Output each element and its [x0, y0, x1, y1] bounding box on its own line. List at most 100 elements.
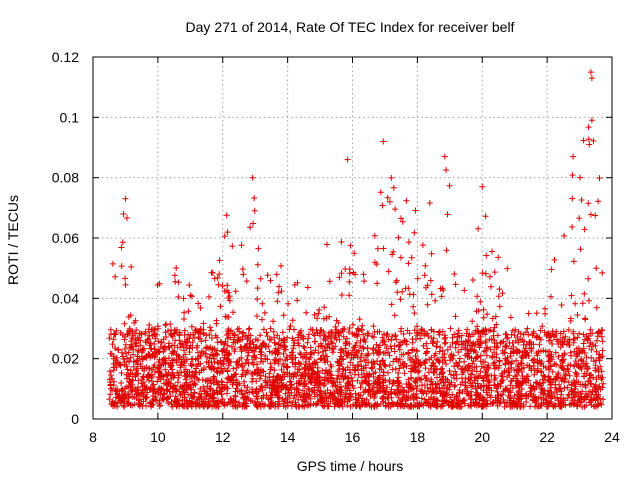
data-point	[313, 375, 320, 381]
data-point	[570, 258, 577, 265]
data-point	[543, 395, 550, 401]
data-point	[428, 250, 435, 257]
data-point	[328, 338, 335, 345]
data-point	[314, 391, 320, 398]
data-point	[529, 332, 536, 339]
data-point	[590, 137, 597, 144]
data-point	[226, 297, 233, 304]
data-point	[182, 351, 189, 358]
data-point	[371, 329, 378, 335]
data-point	[229, 381, 236, 388]
data-point	[432, 297, 439, 304]
data-point	[551, 256, 558, 263]
data-point	[181, 373, 188, 380]
data-point	[587, 399, 594, 406]
data-point	[320, 328, 327, 335]
data-point	[335, 372, 342, 379]
data-point	[326, 278, 333, 285]
data-point	[587, 339, 594, 346]
data-point	[296, 366, 303, 373]
data-point	[494, 402, 501, 409]
data-point	[464, 367, 471, 374]
data-point	[576, 215, 583, 222]
data-point	[144, 372, 151, 379]
data-point	[320, 382, 327, 389]
data-point	[459, 379, 466, 386]
data-point	[566, 342, 573, 348]
y-axis-label: ROTI / TECUs	[5, 195, 21, 285]
data-point	[558, 302, 565, 308]
data-point	[266, 374, 273, 381]
data-point	[350, 321, 356, 328]
data-point	[445, 402, 452, 409]
data-point	[552, 403, 559, 410]
data-point	[409, 336, 416, 343]
data-point	[569, 172, 576, 179]
data-point	[355, 371, 362, 378]
data-point	[371, 232, 378, 239]
data-point	[380, 379, 387, 385]
data-point	[121, 403, 128, 410]
data-point	[167, 364, 174, 371]
data-point	[307, 378, 313, 385]
data-point	[441, 340, 448, 347]
data-point	[299, 387, 306, 394]
data-point	[251, 195, 258, 201]
data-point	[434, 400, 441, 407]
data-point	[387, 343, 394, 350]
data-point	[146, 377, 152, 384]
data-point	[556, 381, 562, 388]
data-point	[206, 331, 213, 338]
data-point	[133, 327, 140, 333]
data-point	[314, 315, 321, 322]
data-point	[278, 288, 285, 295]
data-point	[361, 377, 368, 384]
data-point	[422, 262, 429, 269]
data-point	[376, 349, 383, 355]
data-point	[251, 354, 258, 361]
data-point	[508, 331, 515, 338]
data-point	[311, 332, 318, 339]
data-point	[296, 350, 303, 357]
data-point	[338, 239, 345, 245]
data-point	[406, 291, 413, 298]
data-point	[296, 379, 303, 386]
data-point	[360, 370, 367, 377]
data-point	[311, 311, 318, 318]
data-point	[336, 274, 343, 281]
data-point	[234, 358, 241, 365]
data-point	[540, 390, 547, 397]
data-point	[232, 288, 239, 295]
data-point	[367, 387, 373, 394]
data-point	[334, 375, 341, 382]
data-point	[115, 346, 122, 353]
data-point	[483, 252, 490, 259]
data-point	[508, 360, 515, 367]
data-point	[118, 244, 125, 251]
data-point	[321, 377, 328, 384]
data-point	[192, 327, 199, 334]
data-point	[439, 285, 446, 292]
data-point	[271, 339, 278, 346]
data-point	[279, 329, 286, 336]
data-point	[530, 356, 537, 363]
data-point	[592, 381, 599, 388]
data-point	[400, 391, 407, 398]
data-point	[581, 226, 588, 233]
data-point	[551, 333, 557, 340]
data-point	[121, 361, 128, 368]
data-point	[215, 281, 222, 288]
data-point	[538, 402, 545, 409]
data-point	[511, 393, 518, 399]
data-point	[424, 301, 431, 308]
data-point	[531, 371, 538, 378]
data-point	[250, 220, 257, 227]
data-point	[143, 354, 150, 361]
x-tick-label: 16	[345, 429, 361, 445]
data-point	[283, 354, 290, 361]
data-point	[439, 376, 445, 383]
data-point	[354, 325, 361, 332]
data-point	[239, 330, 246, 337]
data-point	[374, 245, 381, 252]
data-point	[254, 399, 261, 405]
